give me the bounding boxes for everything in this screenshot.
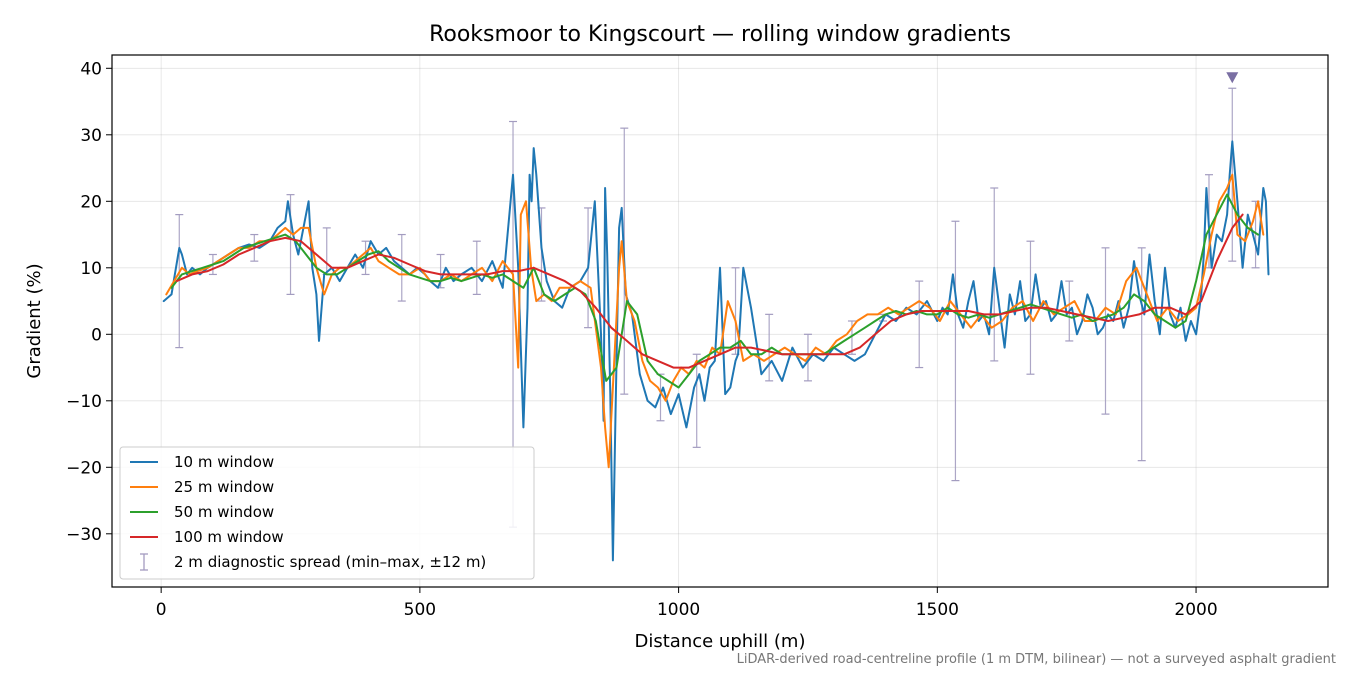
- error-bar: [915, 280, 924, 369]
- footnote: LiDAR-derived road-centreline profile (1…: [736, 652, 1336, 667]
- error-bar: [692, 353, 701, 448]
- chart-title: Rooksmoor to Kingscourt — rolling window…: [429, 22, 1011, 47]
- plot-frame: [111, 54, 1329, 588]
- legend-label: 100 m window: [174, 528, 284, 546]
- y-tick-label: 0: [91, 325, 102, 345]
- legend-box: [119, 446, 535, 580]
- series-line-2: [165, 173, 1265, 469]
- max-marker: [1226, 72, 1239, 84]
- y-tick-label: 20: [80, 192, 102, 212]
- y-tick-label: 30: [80, 126, 102, 146]
- error-bar: [472, 240, 481, 295]
- x-axis-label: Distance uphill (m): [635, 631, 806, 652]
- x-tick-label: 500: [404, 600, 436, 620]
- legend-item: 50 m window: [130, 503, 274, 521]
- legend-label: 25 m window: [174, 478, 274, 496]
- y-tick-label: 10: [80, 259, 102, 279]
- error-bar: [175, 214, 184, 349]
- y-tick-label: −20: [66, 458, 102, 478]
- error-bar: [1101, 247, 1110, 415]
- legend-item: 25 m window: [130, 478, 274, 496]
- y-tick-label: −30: [66, 525, 102, 545]
- error-bar: [765, 313, 774, 382]
- series-line-4: [175, 213, 1244, 369]
- y-tick-label: 40: [80, 59, 102, 79]
- legend-label: 10 m window: [174, 453, 274, 471]
- error-bar: [286, 194, 295, 295]
- axis-ticks: 0 500 1000 1500 2000 −30 −20 −10 0 10 20 30 40: [66, 59, 1218, 620]
- y-tick-label: −10: [66, 392, 102, 412]
- legend-item: 2 m diagnostic spread (min–max, ±12 m): [140, 553, 486, 571]
- legend-label: 2 m diagnostic spread (min–max, ±12 m): [174, 553, 486, 571]
- max-marker-triangle: [1226, 72, 1239, 84]
- series-line-3: [170, 193, 1260, 389]
- legend: 10 m window 25 m window 50 m window 100 m w…: [119, 446, 535, 580]
- y-axis-label: Gradient (%): [24, 263, 45, 378]
- legend-item: 100 m window: [130, 528, 284, 546]
- legend-label: 50 m window: [174, 503, 274, 521]
- x-tick-label: 2000: [1174, 600, 1217, 620]
- series-lines: [162, 140, 1270, 562]
- legend-item: 10 m window: [130, 453, 274, 471]
- error-bar: [951, 220, 960, 482]
- x-tick-label: 1500: [916, 600, 959, 620]
- x-tick-label: 0: [156, 600, 167, 620]
- x-tick-label: 1000: [657, 600, 700, 620]
